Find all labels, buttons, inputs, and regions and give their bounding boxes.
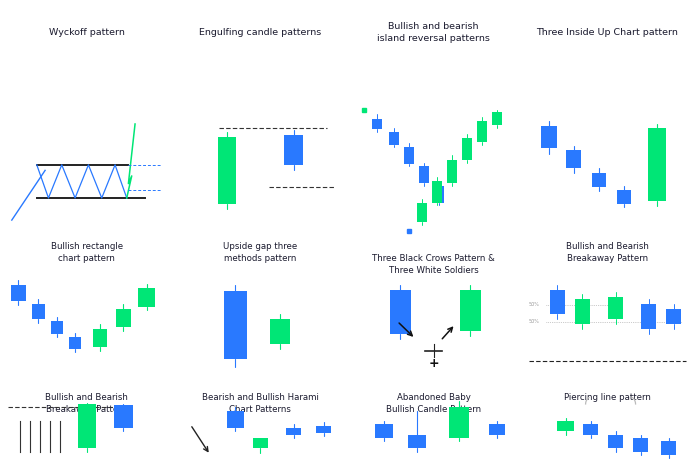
Bar (115, 405, 133, 428)
Bar (447, 160, 457, 183)
Text: Piercing line pattern: Piercing line pattern (564, 393, 651, 402)
Bar (489, 424, 505, 435)
Bar (477, 121, 487, 142)
Bar (592, 172, 606, 187)
Bar (138, 288, 155, 307)
Bar (648, 128, 666, 201)
Bar (566, 150, 582, 168)
Bar (78, 404, 96, 448)
Bar (389, 132, 399, 145)
Bar (116, 309, 131, 327)
Bar (608, 435, 623, 448)
Bar (583, 424, 598, 435)
Bar (94, 329, 107, 347)
Bar (286, 428, 301, 435)
Bar (418, 166, 429, 183)
Bar (434, 186, 443, 203)
Bar (375, 424, 393, 438)
Text: Bearish and Bullish Harami
Chart Patterns: Bearish and Bullish Harami Chart Pattern… (202, 393, 319, 414)
Text: Wyckoff pattern: Wyckoff pattern (49, 28, 125, 37)
Bar (617, 190, 631, 204)
Bar (432, 181, 442, 203)
Text: Three Inside Up Chart pattern: Three Inside Up Chart pattern (536, 28, 678, 37)
Bar (218, 137, 236, 204)
Text: 50%: 50% (529, 302, 540, 307)
Bar (408, 435, 426, 448)
Text: Engulfing candle patterns: Engulfing candle patterns (199, 28, 321, 37)
Bar (270, 319, 290, 344)
Bar (462, 138, 472, 160)
Bar (557, 421, 574, 431)
Bar (641, 305, 657, 329)
Bar (389, 290, 412, 334)
Text: Three Black Crows Pattern &
Three White Soldiers: Three Black Crows Pattern & Three White … (373, 254, 495, 275)
Bar (633, 438, 648, 452)
Bar (541, 126, 557, 148)
Bar (223, 291, 247, 359)
Text: +: + (428, 357, 439, 370)
Bar (608, 298, 623, 319)
Bar (372, 119, 382, 129)
Text: Bullish rectangle
chart pattern: Bullish rectangle chart pattern (51, 242, 123, 263)
Bar (51, 321, 62, 334)
Bar (69, 337, 81, 349)
Bar (550, 290, 565, 314)
Bar (253, 438, 268, 448)
Bar (459, 290, 481, 331)
Bar (661, 441, 677, 455)
Text: Abandoned Baby
Bullish Candle Pattern: Abandoned Baby Bullish Candle Pattern (386, 393, 482, 414)
Bar (316, 426, 331, 432)
Text: Bullish and Bearish
Breakaway Pattern: Bullish and Bearish Breakaway Pattern (45, 393, 128, 414)
Bar (227, 411, 244, 428)
Bar (449, 407, 468, 438)
Text: Upside gap three
methods pattern: Upside gap three methods pattern (223, 242, 297, 263)
Text: 50%: 50% (529, 319, 540, 324)
Bar (492, 112, 502, 125)
Bar (32, 305, 45, 319)
Bar (575, 299, 590, 324)
Text: Bullish and Bearish
Breakaway Pattern: Bullish and Bearish Breakaway Pattern (566, 242, 649, 263)
Bar (417, 203, 427, 222)
Bar (404, 147, 414, 164)
Text: Bullish and bearish
island reversal patterns: Bullish and bearish island reversal patt… (378, 22, 490, 43)
Bar (11, 284, 26, 301)
Bar (666, 309, 682, 324)
Bar (285, 135, 303, 165)
